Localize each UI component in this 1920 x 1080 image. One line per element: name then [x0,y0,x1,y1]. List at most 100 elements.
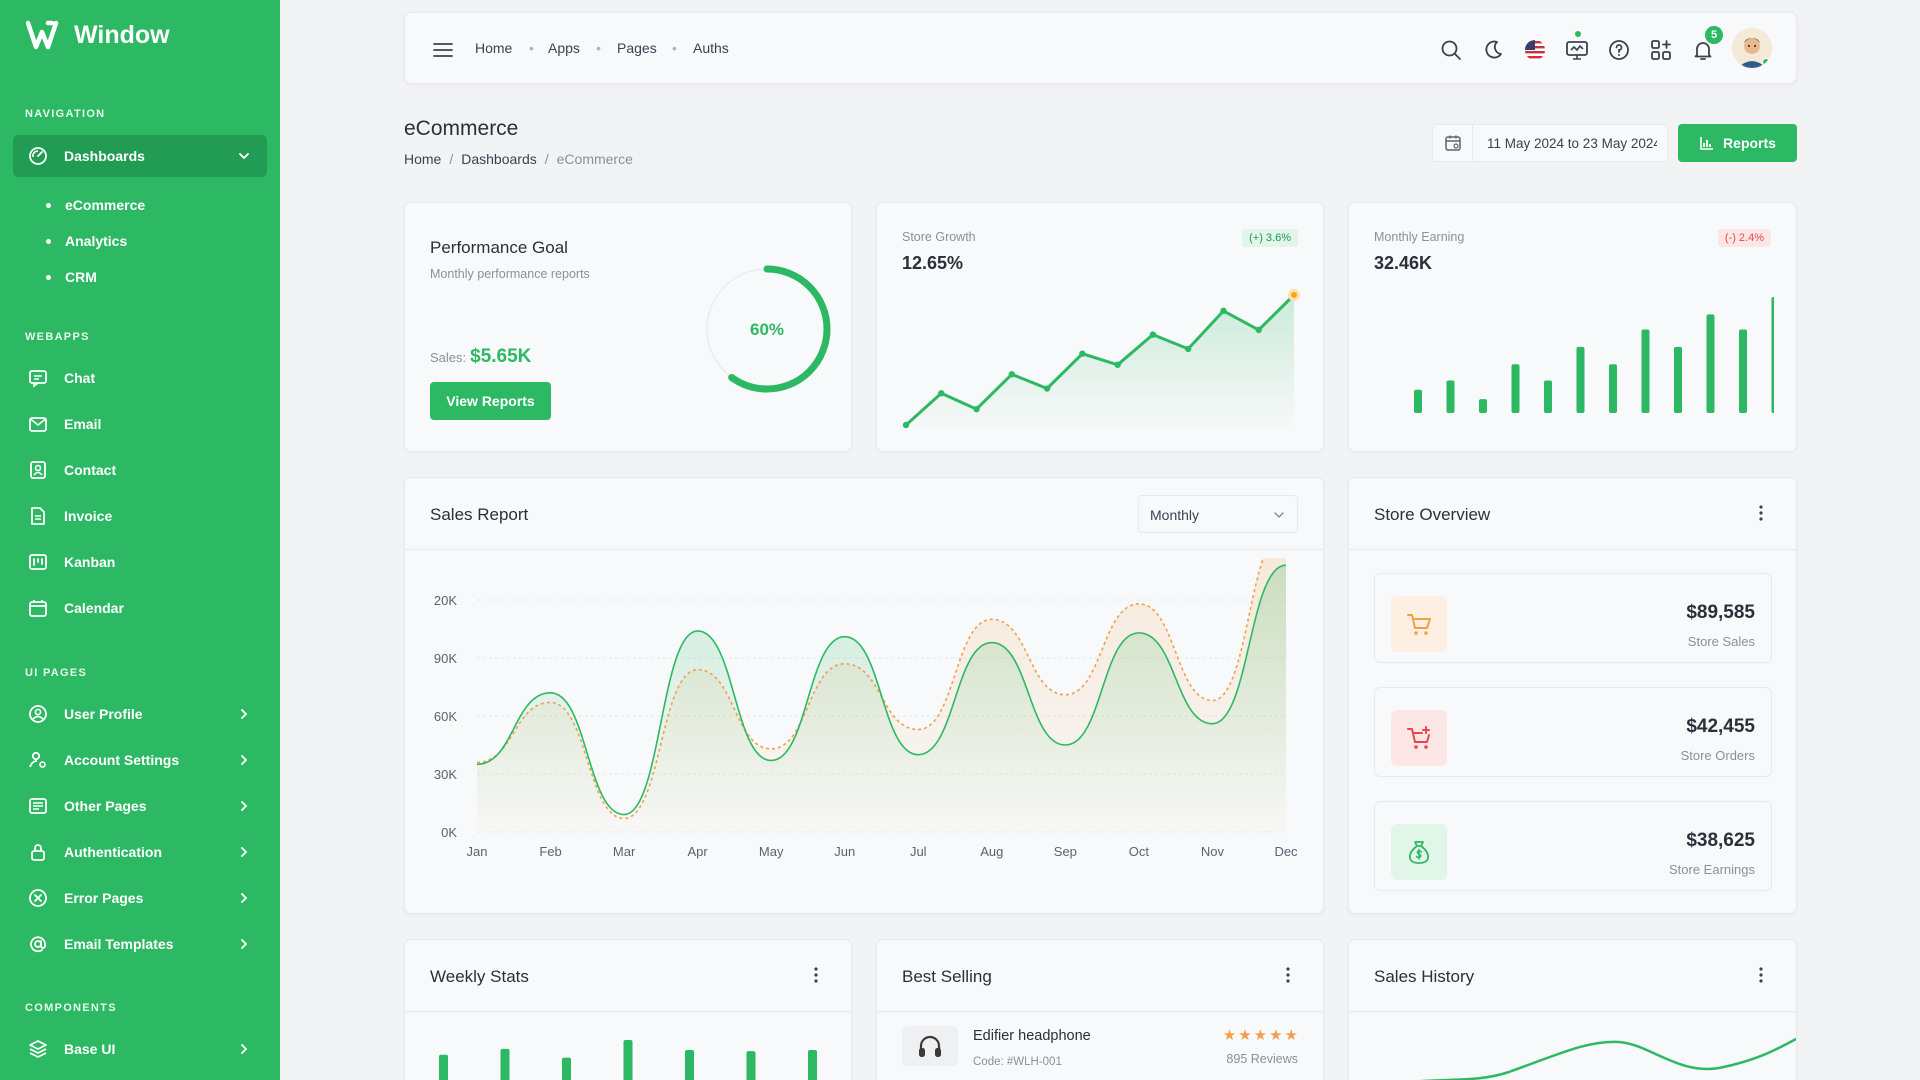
sidebar-item-base-ui[interactable]: Base UI [13,1028,267,1070]
card-title: Sales Report [430,505,529,524]
topbar-link-apps[interactable]: Apps [548,40,580,56]
growth-line [904,293,1296,427]
x-tick-label: Jan [467,844,488,859]
sidebar-item-other-pages[interactable]: Other Pages [13,785,267,827]
growth-point [1184,345,1192,353]
view-reports-button[interactable]: View Reports [430,382,551,420]
topbar-link-auths[interactable]: Auths [693,40,729,56]
sidebar-sub-analytics[interactable]: Analytics [46,233,127,249]
earning-badge: (-) 2.4% [1717,229,1771,247]
date-range-picker[interactable]: 11 May 2024 to 23 May 2024 [1432,124,1668,162]
chat-icon [27,367,49,389]
x-tick-label: Nov [1201,844,1225,859]
breadcrumb-dashboards[interactable]: Dashboards [461,151,537,167]
growth-point [1288,289,1300,301]
earning-bar [1479,399,1487,413]
star-icon: ★ [1284,1027,1298,1044]
email-icon [27,413,49,435]
earning-bar [1576,346,1585,413]
sidebar-item-label: Account Settings [64,752,180,768]
y-tick-label: 0K [441,825,457,840]
sidebar-item-invoice[interactable]: Invoice [13,495,267,537]
avatar[interactable] [1732,28,1772,68]
growth-point [973,405,980,413]
topbar-link-pages[interactable]: Pages [617,40,657,56]
x-tick-label: Apr [688,844,709,859]
sidebar-item-error-pages[interactable]: Error Pages [13,877,267,919]
search-icon[interactable] [1438,37,1464,63]
sidebar-item-chat[interactable]: Chat [13,357,267,399]
overview-label: Store Sales [1687,634,1755,649]
more-options-icon[interactable] [1751,965,1771,985]
more-options-icon[interactable] [1751,503,1771,523]
cart-icon [1391,596,1447,652]
sidebar-item-kanban[interactable]: Kanban [13,541,267,583]
sidebar-item-label: Invoice [64,508,113,524]
sidebar-sub-label: CRM [65,269,97,285]
card-title: Performance Goal [430,238,568,257]
gauge-icon [27,145,49,167]
sidebar-item-user-profile[interactable]: User Profile [13,693,267,735]
sidebar-item-account-settings[interactable]: Account Settings [13,739,267,781]
user-gear-icon [27,749,49,771]
growth-point [902,421,910,429]
earning-bar [1414,389,1422,413]
menu-icon[interactable] [430,37,456,63]
star-icon: ★ [1253,1027,1268,1044]
apps-icon[interactable] [1648,37,1674,63]
chevron-right-icon [241,847,248,857]
sidebar-item-label: Calendar [64,600,124,616]
growth-point [1043,385,1051,392]
page-title: eCommerce [404,117,519,140]
sidebar-item-label: Email Templates [64,936,174,952]
brand[interactable]: Window [26,20,170,50]
breadcrumb-home[interactable]: Home [404,151,442,167]
weekly-bar [685,1050,694,1080]
contact-icon [27,459,49,481]
sidebar-item-authentication[interactable]: Authentication [13,831,267,873]
reports-button[interactable]: Reports [1678,124,1797,162]
sidebar-item-email-templates[interactable]: Email Templates [13,923,267,965]
product-name[interactable]: Edifier headphone [973,1028,1091,1044]
sidebar-item-label: Email [64,416,102,432]
topbar: Home • Apps • Pages • Auths 5 [404,12,1797,84]
sidebar-item-calendar[interactable]: Calendar [13,587,267,629]
sidebar-item-dashboards[interactable]: Dashboards [13,135,267,177]
sales-label: Sales: [430,350,467,365]
sidebar-item-label: Kanban [64,554,116,570]
monitor-icon[interactable] [1564,31,1590,63]
section-components: COMPONENTS [25,1002,117,1014]
separator-dot: • [529,40,534,56]
growth-point [938,390,945,397]
more-options-icon[interactable] [1278,965,1298,985]
help-icon[interactable] [1606,37,1632,63]
review-count: 895 Reviews [1226,1052,1298,1066]
store-growth-card: Store Growth 12.65% (+) 3.6% [876,202,1324,452]
more-options-icon[interactable] [806,965,826,985]
bell-icon[interactable]: 5 [1690,24,1725,63]
product-code: Code: #WLH-001 [973,1056,1062,1068]
card-title: Best Selling [902,967,992,986]
bar-chart-icon [1700,137,1714,150]
moon-icon[interactable] [1480,37,1506,63]
growth-badge: (+) 3.6% [1242,229,1298,247]
x-tick-label: Jun [834,844,855,859]
sidebar-sub-ecommerce[interactable]: eCommerce [46,197,145,213]
section-webapps: WEBAPPS [25,331,90,343]
bullet [46,202,51,208]
growth-point [1255,326,1262,334]
flag-us-icon[interactable] [1522,37,1548,63]
sidebar-item-email[interactable]: Email [13,403,267,445]
period-select[interactable]: Monthly [1138,495,1298,533]
x-tick-label: Aug [980,844,1003,859]
sales-summary: Sales: $5.65K [430,346,531,368]
sidebar-item-contact[interactable]: Contact [13,449,267,491]
sales-history-chart [1419,1037,1796,1080]
topbar-link-home[interactable]: Home [475,40,513,56]
sidebar-sub-crm[interactable]: CRM [46,269,97,285]
overview-item-earnings: $38,625 Store Earnings [1374,801,1772,891]
performance-goal-card: Performance Goal Monthly performance rep… [404,202,852,452]
stat-value: 12.65% [902,253,964,273]
date-range-input[interactable]: 11 May 2024 to 23 May 2024 [1487,136,1657,151]
divider [877,1011,1323,1012]
